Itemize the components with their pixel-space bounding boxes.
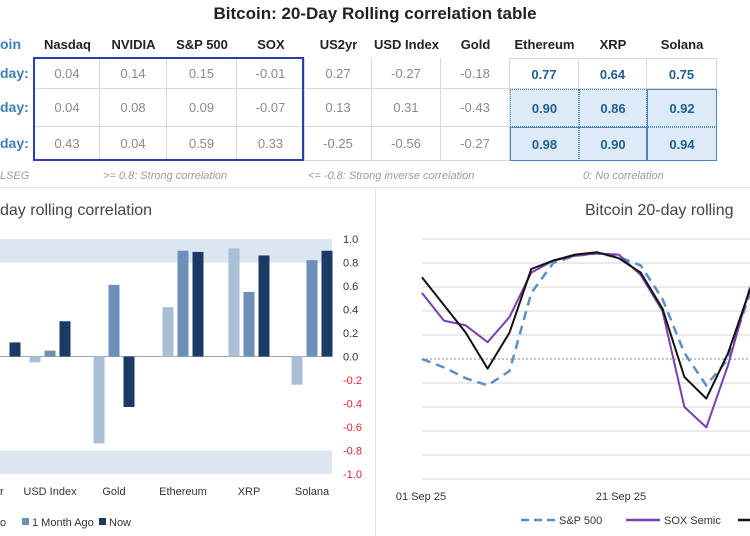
legend-label: o xyxy=(0,517,6,529)
table-title: Bitcoin: 20-Day Rolling correlation tabl… xyxy=(213,4,537,23)
y-tick-label: 0.8 xyxy=(343,258,358,270)
column-header: Nasdaq xyxy=(44,37,91,52)
table-cell: 0.04 xyxy=(35,58,100,89)
chart-divider xyxy=(375,187,376,536)
legend-label: 1 Month Ago xyxy=(32,517,94,529)
corner-label: oin xyxy=(0,36,21,52)
x-tick-label: 21 Sep 25 xyxy=(596,491,646,503)
bar xyxy=(59,321,71,357)
bar xyxy=(321,250,333,357)
table-cell: 0.15 xyxy=(167,58,237,89)
y-tick-label: 0.0 xyxy=(343,352,358,364)
bar xyxy=(177,250,189,357)
column-header: Ethereum xyxy=(514,37,575,52)
table-cell: 0.64 xyxy=(579,58,647,89)
y-tick-label: -0.2 xyxy=(343,375,362,387)
column-header: S&P 500 xyxy=(176,37,228,52)
row-label: day: xyxy=(0,64,29,81)
x-tick-label: XRP xyxy=(238,486,261,498)
table-cell: -0.27 xyxy=(441,127,510,161)
legend-label: S&P 500 xyxy=(559,515,602,527)
y-tick-label: -1.0 xyxy=(343,469,362,481)
solana-highlight-frame xyxy=(647,89,717,161)
bar-chart-title: day rolling correlation xyxy=(0,202,153,219)
table-cell: 0.75 xyxy=(647,58,717,89)
table-cell: 0.31 xyxy=(372,89,441,127)
strong-band-bottom xyxy=(0,450,332,474)
row-label: day: xyxy=(0,99,29,115)
legend-swatch xyxy=(22,518,29,525)
table-cell: -0.07 xyxy=(237,89,305,127)
highlight-box xyxy=(33,57,304,161)
bar xyxy=(29,356,41,363)
bar xyxy=(123,356,135,408)
series-line xyxy=(421,252,750,429)
x-tick-label: r xyxy=(0,486,4,498)
column-header: Gold xyxy=(460,37,491,52)
bar xyxy=(162,307,174,357)
x-tick-label: USD Index xyxy=(23,486,77,498)
y-tick-label: 0.2 xyxy=(343,328,358,340)
table-cell: 0.09 xyxy=(167,89,237,127)
y-tick-label: -0.4 xyxy=(343,399,362,411)
bar xyxy=(108,284,120,357)
table-cell: 0.90 xyxy=(510,89,579,127)
column-header: SOX xyxy=(257,37,285,52)
strong-band-top xyxy=(0,239,332,263)
x-tick-label: 01 Sep 25 xyxy=(396,491,446,503)
table-cell: -0.25 xyxy=(305,127,372,161)
x-tick-label: Gold xyxy=(102,486,125,498)
table-cell: 0.86 xyxy=(579,89,647,127)
table-cell: 0.92 xyxy=(647,89,717,127)
table-cell: 0.08 xyxy=(100,89,167,127)
column-header: USD Index xyxy=(373,37,439,52)
table-cell: 0.98 xyxy=(510,127,579,161)
bar-chart: 1.0 0.8 0.6 0.4 0.2 0.0 -0.2 -0.4 -0.6 -0.8 -1.0 r U… xyxy=(0,234,362,529)
x-tick-label: Ethereum xyxy=(159,486,207,498)
y-tick-label: -0.8 xyxy=(343,446,362,458)
y-tick-label: -0.6 xyxy=(343,422,362,434)
table-cell: 0.77 xyxy=(510,58,579,89)
inverse-correlation-note: <= -0.8: Strong inverse correlation xyxy=(308,170,475,182)
table-cell: 0.94 xyxy=(647,127,717,161)
bar xyxy=(306,260,318,357)
bar xyxy=(93,356,105,444)
table-cell: -0.01 xyxy=(237,58,305,89)
table-cell: -0.27 xyxy=(372,58,441,89)
x-tick-label: Solana xyxy=(295,486,330,498)
legend-swatch xyxy=(99,518,106,525)
column-header: XRP xyxy=(599,37,627,52)
series-line xyxy=(421,251,750,400)
bar xyxy=(258,255,270,357)
bar xyxy=(44,350,56,357)
table-cell: -0.43 xyxy=(441,89,510,127)
table-cell: -0.18 xyxy=(441,58,510,89)
source-note: LSEG xyxy=(0,170,30,182)
table-cell: 0.13 xyxy=(305,89,372,127)
bar xyxy=(192,251,204,357)
table-cell: 0.04 xyxy=(35,89,100,127)
bar xyxy=(228,248,240,357)
bar xyxy=(9,342,21,357)
column-header: US2yr xyxy=(319,37,358,52)
table-cell: -0.56 xyxy=(372,127,441,161)
bar xyxy=(243,291,255,357)
crypto-highlight-frame xyxy=(510,127,647,161)
column-header: NVIDIA xyxy=(111,37,156,52)
column-header: Solana xyxy=(660,37,704,52)
row-label: day: xyxy=(0,135,29,151)
y-tick-label: 0.6 xyxy=(343,281,358,293)
line-chart: 01 Sep 25 21 Sep 25 S&P 500 SOX Semic xyxy=(396,238,750,527)
series-line xyxy=(421,252,750,387)
y-tick-label: 1.0 xyxy=(343,234,358,246)
table-cell: 0.14 xyxy=(100,58,167,89)
y-tick-label: 0.4 xyxy=(343,305,358,317)
bar xyxy=(291,356,303,385)
strong-correlation-note: >= 0.8: Strong correlation xyxy=(103,170,228,182)
no-correlation-note: 0: No correlation xyxy=(583,170,664,182)
legend-label: Now xyxy=(109,517,131,529)
table-cell: 0.27 xyxy=(305,58,372,89)
legend-label: SOX Semic xyxy=(664,515,721,527)
line-chart-title: Bitcoin 20-day rolling xyxy=(585,202,734,219)
